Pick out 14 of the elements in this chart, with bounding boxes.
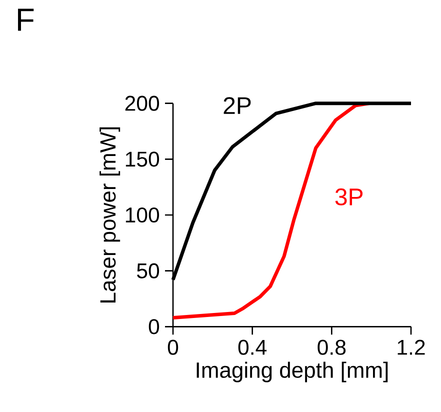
y-tick-label: 50 [137, 263, 160, 278]
x-tick-label: 0 [168, 340, 178, 355]
x-axis-title: Imaging depth [mm] [196, 362, 388, 382]
text: F [18, 8, 34, 31]
y-axis-title: Laser power [mW] [100, 127, 120, 302]
series-label: 3P [335, 188, 363, 206]
y-tick-label: 200 [125, 96, 160, 111]
y-tick-label: 0 [148, 319, 160, 334]
x-tick-label: 0.8 [318, 340, 346, 355]
x-tick-label: 1.2 [398, 340, 425, 355]
y-tick-label: 150 [126, 152, 160, 167]
series-label: 2P [224, 97, 251, 114]
x-tick-label: 0.4 [238, 340, 267, 355]
y-tick-label: 100 [126, 207, 160, 223]
